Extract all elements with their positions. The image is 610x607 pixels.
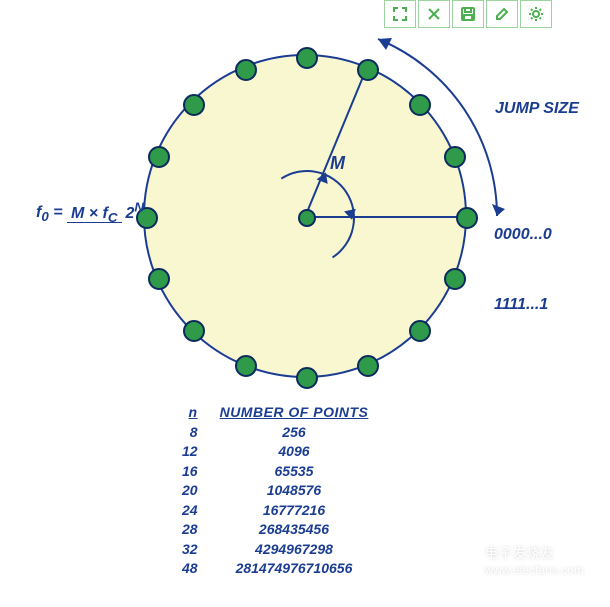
frequency-formula: f0 = M × fC2N	[36, 200, 148, 226]
ones-label: 1111...1	[494, 296, 548, 314]
watermark-icon	[430, 540, 480, 580]
wheel-dot	[409, 94, 431, 116]
points-table: n NUMBER OF POINTS 8256 124096 1665535 2…	[170, 402, 380, 580]
wheel-dot	[148, 146, 170, 168]
m-label: M	[330, 153, 345, 174]
wheel-dot	[183, 94, 205, 116]
table-row: 324294967298	[172, 541, 378, 559]
table-row: 28268435456	[172, 521, 378, 539]
watermark-sub: 电子发烧友	[484, 545, 554, 561]
diagram-canvas: M JUMP SIZE 0000...0 1111...1 f0 = M × f…	[0, 0, 610, 607]
wheel-dot	[235, 355, 257, 377]
col-points-header: NUMBER OF POINTS	[210, 404, 379, 422]
wheel-dot	[357, 355, 379, 377]
table-row: 8256	[172, 424, 378, 442]
wheel-dot	[444, 268, 466, 290]
table-row: 1665535	[172, 463, 378, 481]
wheel-dot	[235, 59, 257, 81]
zeros-label: 0000...0	[494, 226, 552, 244]
watermark-text: www.elecfans.com	[484, 563, 583, 577]
watermark: 电子发烧友 www.elecfans.com	[430, 540, 584, 580]
wheel-dot	[296, 47, 318, 69]
jump-size-label: JUMP SIZE	[495, 100, 579, 118]
wheel-dot	[456, 207, 478, 229]
table-row: 201048576	[172, 482, 378, 500]
table-header-row: n NUMBER OF POINTS	[172, 404, 378, 422]
wheel-dot	[444, 146, 466, 168]
wheel-dot	[183, 320, 205, 342]
table-row: 124096	[172, 443, 378, 461]
table-row: 48281474976710656	[172, 560, 378, 578]
center-dot	[298, 209, 316, 227]
wheel-dot	[296, 367, 318, 389]
table-row: 2416777216	[172, 502, 378, 520]
col-n-header: n	[172, 404, 208, 422]
